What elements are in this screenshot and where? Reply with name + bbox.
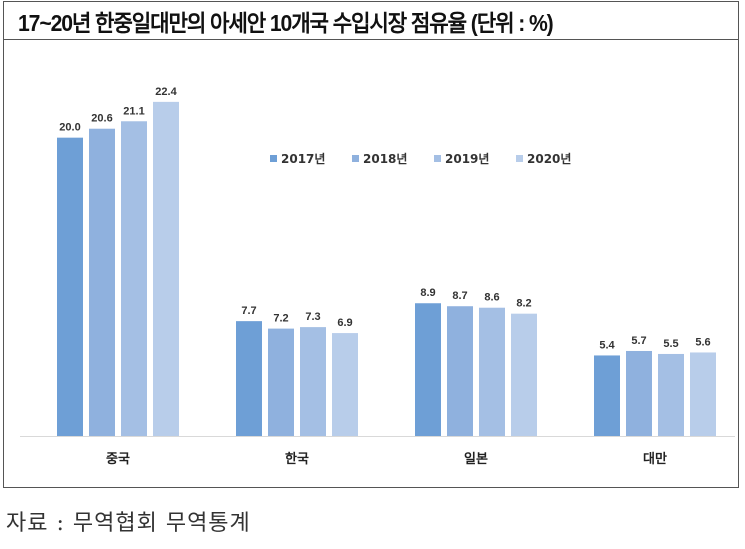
- legend-label: 2020년: [527, 152, 571, 166]
- data-label: 5.5: [663, 338, 678, 350]
- category-label: 대만: [643, 451, 667, 467]
- bar-일본-2018년: [447, 306, 473, 436]
- data-label: 7.7: [241, 305, 256, 317]
- category-label: 중국: [106, 452, 130, 467]
- category-label: 일본: [464, 452, 488, 467]
- data-label: 22.4: [155, 86, 177, 98]
- bar-일본-2017년: [415, 303, 441, 436]
- data-label: 7.2: [273, 313, 288, 325]
- legend-marker: [434, 155, 441, 162]
- bar-중국-2018년: [89, 128, 115, 436]
- data-label: 8.6: [484, 292, 499, 304]
- bar-대만-2018년: [626, 350, 652, 436]
- data-label: 21.1: [123, 105, 144, 117]
- bar-대만-2017년: [594, 355, 620, 436]
- bar-한국-2019년: [300, 327, 326, 436]
- data-label: 5.6: [695, 336, 710, 348]
- legend-marker: [270, 155, 277, 162]
- data-label: 20.0: [59, 122, 80, 134]
- data-label: 7.3: [305, 311, 320, 323]
- data-label: 20.6: [91, 113, 112, 125]
- chart-title: 17~20년 한중일대만의 아세안 10개국 수입시장 점유율 (단위 : %): [18, 9, 554, 36]
- data-label: 8.7: [452, 290, 467, 302]
- chart-frame: [3, 39, 739, 488]
- bar-chart: 20.0 20.6 21.1 22.4 중국 7.7 7.2 7.3 6.9 한국 8.9 8.7 8.…: [20, 86, 735, 467]
- category-label: 한국: [285, 451, 309, 467]
- data-label: 5.7: [631, 335, 646, 347]
- bar-대만-2019년: [658, 353, 684, 436]
- legend-marker: [516, 155, 523, 162]
- bar-대만-2020년: [690, 352, 716, 436]
- data-label: 6.9: [337, 317, 352, 329]
- data-label: 8.2: [516, 298, 531, 310]
- data-label: 5.4: [599, 339, 615, 351]
- legend-label: 2018년: [363, 152, 407, 166]
- bar-한국-2018년: [268, 328, 294, 436]
- bar-한국-2017년: [236, 321, 262, 436]
- legend-label: 2019년: [445, 152, 489, 166]
- legend-label: 2017년: [281, 152, 325, 166]
- bar-중국-2017년: [57, 137, 83, 436]
- bar-한국-2020년: [332, 333, 358, 436]
- legend-marker: [352, 155, 359, 162]
- data-label: 8.9: [420, 287, 435, 299]
- source-note: 자료 : 무역협회 무역통계: [6, 511, 251, 536]
- bar-중국-2020년: [153, 101, 179, 436]
- bar-일본-2019년: [479, 307, 505, 436]
- bar-중국-2019년: [121, 121, 147, 436]
- chart-title-box: 17~20년 한중일대만의 아세안 10개국 수입시장 점유율 (단위 : %): [3, 1, 739, 39]
- bar-일본-2020년: [511, 313, 537, 436]
